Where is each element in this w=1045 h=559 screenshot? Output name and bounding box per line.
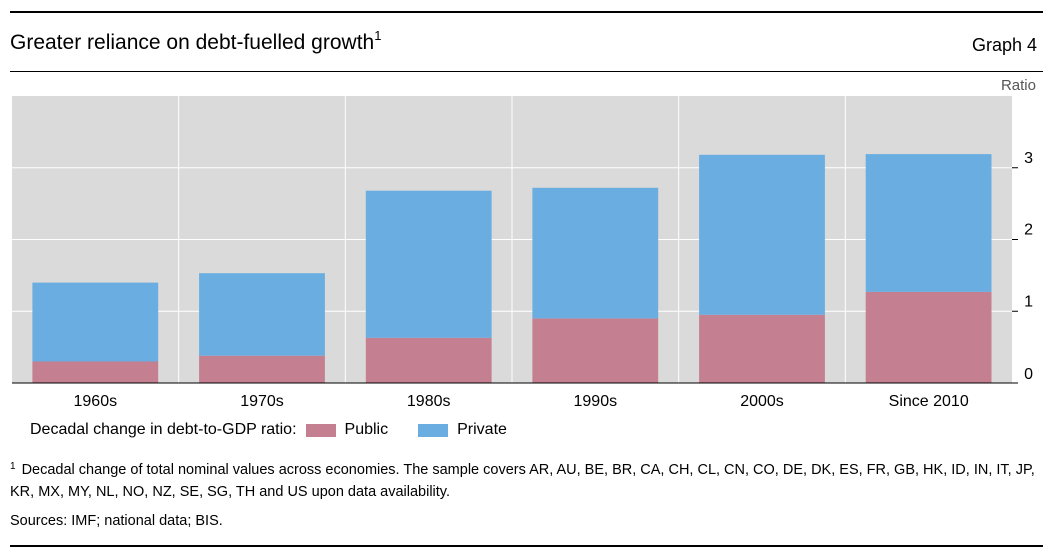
legend: Decadal change in debt-to-GDP ratio: Pub… [30,421,537,439]
y-tick-label: 2 [1024,222,1033,239]
footnote-text: Decadal change of total nominal values a… [10,462,1035,500]
y-axis-label: Ratio [1001,77,1036,94]
title-rule [10,71,1043,72]
bar-private-1980s [365,190,492,338]
bar-public-1980s [365,337,492,383]
footnote: 1 Decadal change of total nominal values … [10,456,1040,503]
x-tick-label: 1990s [574,393,618,410]
bar-public-1970s [199,355,325,383]
y-tick-label: 1 [1024,293,1033,310]
x-tick-label: 2000s [740,393,784,410]
legend-label-private: Private [457,421,507,438]
bar-public-since-2010 [865,291,992,383]
bottom-rule [10,545,1043,547]
x-tick-label: 1960s [74,393,118,410]
x-tick-label: 1970s [240,393,284,410]
title-footnote-mark: 1 [374,28,382,43]
bar-public-2000s [699,314,825,383]
bar-private-1960s [32,282,159,362]
chart: 1960s 1970s 1980s 1990s 2000s Since 2010 0 1 2 3… [12,77,1036,410]
top-rule [10,11,1043,13]
bar-private-2000s [699,154,825,315]
sources: Sources: IMF; national data; BIS. [10,513,223,529]
x-tick-label: Since 2010 [889,393,969,410]
legend-swatch-public [305,423,336,437]
legend-swatch-private [418,423,449,437]
bar-private-1970s [199,273,325,356]
y-tick-labels: 0 1 2 3 [1012,150,1033,384]
bar-private-1990s [532,187,659,319]
bar-public-1990s [532,318,659,383]
x-tick-labels: 1960s 1970s 1980s 1990s 2000s Since 2010 [74,393,969,410]
graph-number: Graph 4 [971,35,1037,55]
y-tick-label: 0 [1024,366,1033,383]
y-tick-label: 3 [1024,150,1033,167]
chart-title: Greater reliance on debt-fuelled growth1 [10,28,382,54]
legend-title: Decadal change in debt-to-GDP ratio: [30,421,297,438]
legend-label-public: Public [344,421,389,438]
x-tick-label: 1980s [407,393,451,410]
bars [32,154,992,383]
footnote-mark: 1 [10,461,16,472]
grid-lines [12,96,1012,383]
bar-public-1960s [32,361,159,383]
bar-private-since-2010 [865,154,992,292]
